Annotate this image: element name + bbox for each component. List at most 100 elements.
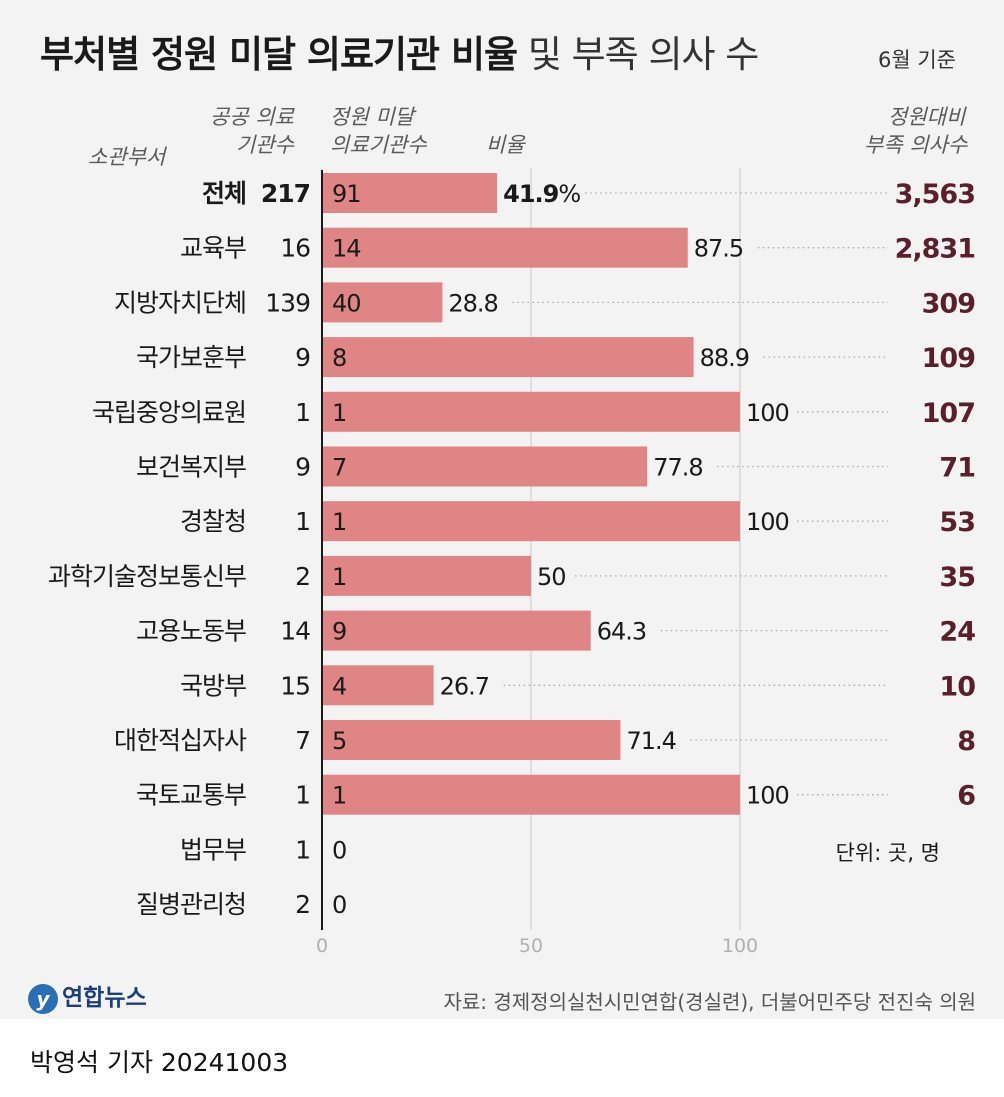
title-light: 및 부족 의사 수 <box>527 33 760 76</box>
under-count: 0 <box>332 836 346 864</box>
x-tick-label: 0 <box>316 935 328 957</box>
ratio-label: 28.8 <box>448 289 497 317</box>
dept-label: 국가보훈부 <box>136 343 246 372</box>
under-count: 40 <box>332 289 361 317</box>
dept-label: 법무부 <box>180 835 246 864</box>
unit-note: 단위: 곳, 명 <box>836 841 940 865</box>
dept-label: 지방자치단체 <box>114 288 246 317</box>
dept-label: 국립중앙의료원 <box>92 398 246 427</box>
under-count: 4 <box>332 672 346 700</box>
dept-label: 고용노동부 <box>136 617 246 646</box>
dept-label: 교육부 <box>180 234 246 263</box>
chart-title: 부처별 정원 미달 의료기관 비율 및 부족 의사 수 <box>40 24 760 78</box>
bar <box>322 555 531 596</box>
byline: 박영석 기자 20241003 <box>30 1048 289 1077</box>
header-public-line1: 공공 의료 <box>210 105 294 129</box>
public-count: 9 <box>295 453 310 482</box>
header-shortage-line1: 정원대비 <box>888 105 966 129</box>
shortage-value: 10 <box>939 671 975 702</box>
public-count: 15 <box>280 671 310 700</box>
under-count: 8 <box>332 344 346 372</box>
shortage-value: 35 <box>939 562 975 593</box>
header-ratio: 비율 <box>486 133 525 157</box>
ratio-label: 100 <box>746 399 789 427</box>
under-count: 1 <box>332 563 346 591</box>
public-count: 2 <box>295 890 310 919</box>
under-count: 1 <box>332 508 346 536</box>
public-count: 1 <box>295 835 310 864</box>
under-count: 9 <box>332 618 346 646</box>
x-tick-label: 100 <box>722 935 758 957</box>
dept-label: 보건복지부 <box>136 453 246 482</box>
header-under-line1: 정원 미달 <box>330 105 414 129</box>
bar <box>322 282 443 323</box>
ratio-label: 41.9% <box>503 180 580 208</box>
public-count: 7 <box>295 726 310 755</box>
shortage-value: 3,563 <box>895 179 975 210</box>
bar <box>322 665 434 706</box>
shortage-value: 53 <box>939 507 975 538</box>
x-tick-label: 50 <box>519 935 543 957</box>
logo-icon: y <box>28 983 58 1014</box>
bar <box>322 391 740 432</box>
dept-label: 대한적십자사 <box>114 726 247 755</box>
shortage-value: 107 <box>922 398 975 429</box>
public-count: 1 <box>295 398 310 427</box>
bar <box>322 720 621 760</box>
ratio-label: 100 <box>746 508 789 536</box>
ratio-label: 87.5 <box>694 235 743 263</box>
footer <box>0 1019 1004 1097</box>
header-shortage-line2: 부족 의사수 <box>864 133 968 157</box>
under-count: 1 <box>332 399 346 427</box>
dept-label: 질병관리청 <box>136 890 246 919</box>
ratio-suffix: % <box>558 180 580 208</box>
dept-label: 국토교통부 <box>136 781 246 810</box>
dept-label: 경찰청 <box>180 507 246 536</box>
public-count: 14 <box>280 617 310 646</box>
shortage-value: 8 <box>957 726 975 757</box>
shortage-value: 2,831 <box>895 234 975 265</box>
bar <box>322 501 740 542</box>
public-count: 2 <box>295 562 310 591</box>
bar <box>322 227 688 268</box>
shortage-value: 24 <box>939 617 975 648</box>
public-count: 217 <box>261 179 310 208</box>
ratio-label: 50 <box>537 563 566 591</box>
under-count: 14 <box>332 235 361 263</box>
logo: y 연합뉴스 <box>28 978 147 1014</box>
dept-label: 과학기술정보통신부 <box>48 562 246 591</box>
bar <box>322 610 591 651</box>
shortage-value: 6 <box>957 781 975 812</box>
under-count: 7 <box>332 454 346 482</box>
header-under-line2: 의료기관수 <box>330 133 427 157</box>
dept-label: 전체 <box>202 179 246 208</box>
under-count: 91 <box>332 180 361 208</box>
ratio-label: 71.4 <box>626 727 675 755</box>
header-dept: 소관부서 <box>88 145 166 169</box>
public-count: 9 <box>295 343 310 372</box>
ratio-label: 100 <box>746 782 789 810</box>
ratio-label: 26.7 <box>440 672 489 700</box>
under-count: 1 <box>332 782 346 810</box>
bar <box>322 774 740 815</box>
shortage-value: 71 <box>939 453 975 484</box>
ratio-label: 88.9 <box>700 344 749 372</box>
title-bold: 부처별 정원 미달 의료기관 비율 <box>40 33 518 76</box>
shortage-value: 109 <box>922 343 976 374</box>
public-count: 1 <box>295 507 310 536</box>
logo-text: 연합뉴스 <box>62 985 147 1011</box>
public-count: 1 <box>295 781 310 810</box>
dept-label: 국방부 <box>180 671 246 700</box>
under-count: 5 <box>332 727 346 755</box>
source-note: 자료: 경제정의실천시민연합(경실련), 더불어민주당 전진숙 의원 <box>443 990 976 1014</box>
public-count: 139 <box>265 288 310 317</box>
basis-date: 6월 기준 <box>878 48 956 72</box>
bar <box>322 173 498 213</box>
header-public-line2: 기관수 <box>236 133 294 157</box>
bar <box>322 337 694 378</box>
public-count: 16 <box>280 234 310 263</box>
bar <box>322 446 648 487</box>
under-count: 0 <box>332 891 346 919</box>
shortage-value: 309 <box>922 288 976 319</box>
